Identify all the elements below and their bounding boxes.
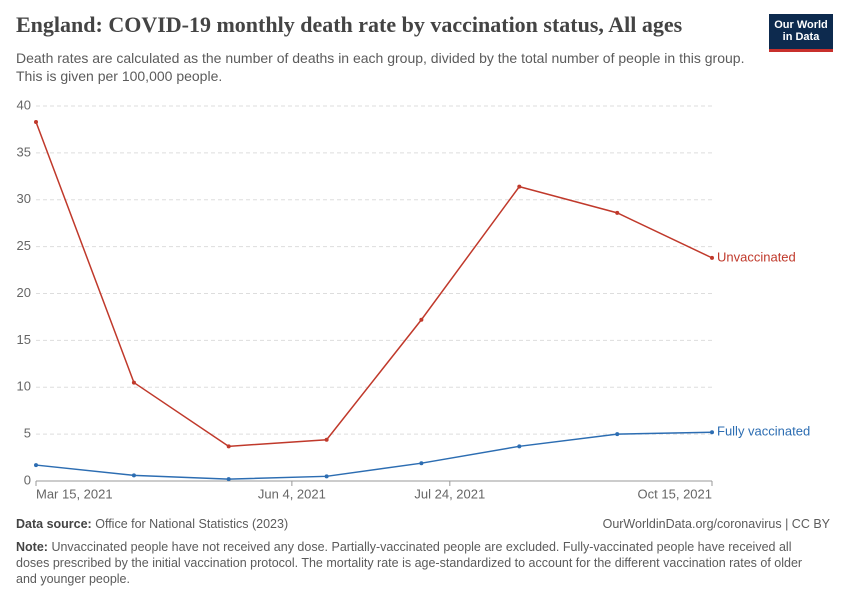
note: Note: Unvaccinated people have not recei…	[16, 539, 816, 587]
y-tick-label: 20	[17, 285, 31, 300]
x-tick-label: Mar 15, 2021	[36, 486, 113, 501]
point	[615, 210, 620, 215]
logo-text: Our World	[774, 19, 828, 31]
source: Data source: Office for National Statist…	[16, 517, 288, 531]
y-tick-label: 5	[24, 426, 31, 441]
y-tick-label: 10	[17, 379, 31, 394]
y-tick-label: 30	[17, 191, 31, 206]
x-tick-label: Jun 4, 2021	[258, 486, 326, 501]
chart-title: England: COVID-19 monthly death rate by …	[16, 12, 683, 37]
note-label: Note:	[16, 540, 48, 554]
source-label: Data source:	[16, 517, 92, 531]
point	[517, 444, 522, 449]
x-tick-label: Jul 24, 2021	[414, 486, 485, 501]
series-label: Fully vaccinated	[717, 424, 810, 439]
point	[517, 184, 522, 189]
point	[34, 119, 38, 124]
point	[324, 437, 329, 442]
y-tick-label: 40	[17, 97, 31, 112]
url[interactable]: OurWorldinData.org/coronavirus | CC BY	[602, 517, 830, 531]
point	[226, 477, 231, 482]
point	[710, 430, 714, 435]
x-tick-label: Oct 15, 2021	[638, 486, 712, 501]
point	[131, 473, 136, 478]
series-line	[35, 121, 713, 448]
source-text: Office for National Statistics (2023)	[95, 517, 289, 531]
note-text: Unvaccinated people have not received an…	[16, 540, 803, 586]
logo-text: in Data	[782, 31, 820, 43]
point	[710, 255, 714, 260]
logo[interactable]: Our World in Data	[769, 14, 833, 52]
y-tick-label: 35	[17, 144, 31, 159]
point	[34, 463, 38, 468]
point	[615, 432, 620, 437]
y-tick-label: 25	[17, 238, 31, 253]
point	[324, 474, 329, 479]
point	[131, 380, 136, 385]
y-tick-label: 15	[17, 332, 31, 347]
series-label: Unvaccinated	[717, 249, 796, 264]
y-tick-label: 0	[24, 472, 31, 487]
series-line	[35, 431, 713, 480]
chart-subtitle: Death rates are calculated as the number…	[16, 50, 745, 84]
point	[226, 444, 231, 449]
point	[419, 317, 424, 322]
point	[419, 461, 424, 466]
